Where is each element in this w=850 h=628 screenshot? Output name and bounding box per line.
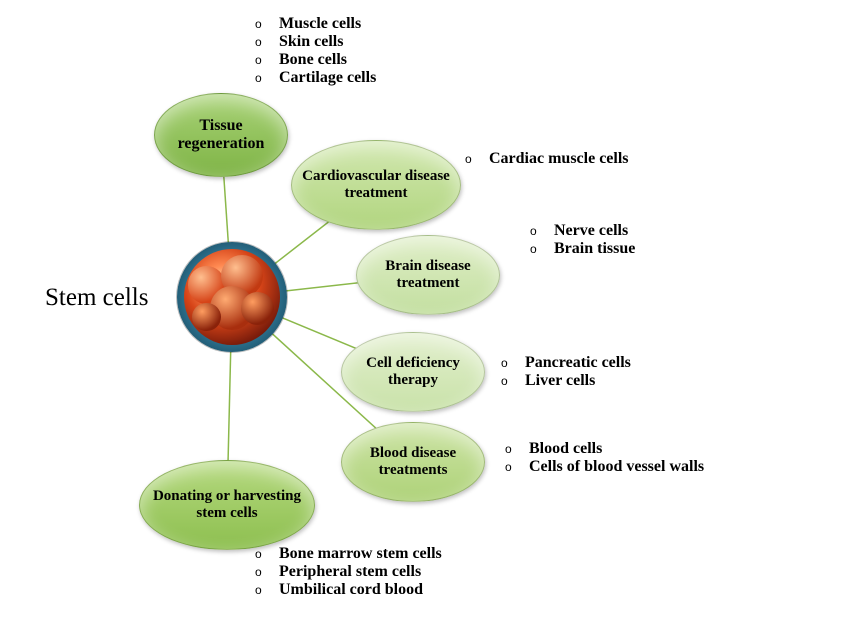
node-label: Donating or harvesting stem cells <box>146 488 308 523</box>
bullet-marker: o <box>255 35 265 49</box>
node-blood: Blood disease treatments <box>341 422 485 502</box>
bullet-line: o Cells of blood vessel walls <box>505 458 704 476</box>
bullet-marker: o <box>505 442 515 456</box>
bullet-marker: o <box>255 17 265 31</box>
bullet-line: o Blood cells <box>505 440 704 458</box>
bullet-marker: o <box>505 460 515 474</box>
bullet-line: o Peripheral stem cells <box>255 563 442 581</box>
bullet-text: Umbilical cord blood <box>279 581 423 599</box>
bullet-line: o Bone marrow stem cells <box>255 545 442 563</box>
bullet-marker: o <box>255 565 265 579</box>
bullet-marker: o <box>530 242 540 256</box>
bullet-marker: o <box>255 583 265 597</box>
bullet-text: Brain tissue <box>554 240 635 258</box>
bullet-line: o Skin cells <box>255 33 376 51</box>
node-donate: Donating or harvesting stem cells <box>139 460 315 550</box>
node-label: Cell deficiency therapy <box>348 355 478 390</box>
node-label: Blood disease treatments <box>348 445 478 480</box>
bullet-text: Blood cells <box>529 440 602 458</box>
bullets-celldef: o Pancreatic cells o Liver cells <box>501 354 631 390</box>
node-brain: Brain disease treatment <box>356 235 500 315</box>
bullet-marker: o <box>255 547 265 561</box>
node-label: Tissue regeneration <box>161 117 281 154</box>
bullet-line: o Muscle cells <box>255 15 376 33</box>
bullet-marker: o <box>255 71 265 85</box>
node-tissue: Tissue regeneration <box>154 93 288 177</box>
bullet-text: Pancreatic cells <box>525 354 631 372</box>
bullet-marker: o <box>255 53 265 67</box>
stem-cell-image <box>177 242 287 352</box>
bullet-marker: o <box>465 152 475 166</box>
bullets-brain: o Nerve cells o Brain tissue <box>530 222 635 258</box>
bullet-text: Bone cells <box>279 51 347 69</box>
bullet-text: Liver cells <box>525 372 595 390</box>
bullet-line: o Brain tissue <box>530 240 635 258</box>
bullet-line: o Pancreatic cells <box>501 354 631 372</box>
node-label: Cardiovascular disease treatment <box>298 168 454 203</box>
bullet-marker: o <box>501 374 511 388</box>
bullet-line: o Cardiac muscle cells <box>465 150 629 168</box>
node-cardio: Cardiovascular disease treatment <box>291 140 461 230</box>
bullet-text: Skin cells <box>279 33 343 51</box>
bullets-blood: o Blood cells o Cells of blood vessel walls <box>505 440 704 476</box>
stem-cell-bump <box>241 292 274 325</box>
bullet-line: o Nerve cells <box>530 222 635 240</box>
bullets-cardio: o Cardiac muscle cells <box>465 150 629 168</box>
diagram-canvas: Stem cells Tissue regeneration Cardiovasc… <box>0 0 850 628</box>
bullet-marker: o <box>501 356 511 370</box>
bullet-text: Cardiac muscle cells <box>489 150 629 168</box>
bullet-line: o Bone cells <box>255 51 376 69</box>
bullet-line: o Cartilage cells <box>255 69 376 87</box>
node-label: Brain disease treatment <box>363 258 493 293</box>
bullet-text: Bone marrow stem cells <box>279 545 442 563</box>
bullet-text: Cells of blood vessel walls <box>529 458 704 476</box>
bullets-tissue: o Muscle cells o Skin cells o Bone cells o Cart… <box>255 15 376 87</box>
bullet-text: Muscle cells <box>279 15 361 33</box>
node-celldef: Cell deficiency therapy <box>341 332 485 412</box>
bullets-donate: o Bone marrow stem cells o Peripheral stem … <box>255 545 442 599</box>
bullet-line: o Liver cells <box>501 372 631 390</box>
bullet-line: o Umbilical cord blood <box>255 581 442 599</box>
bullet-text: Nerve cells <box>554 222 628 240</box>
stem-cell-bump <box>192 303 221 332</box>
stem-cells-label: Stem cells <box>45 284 148 312</box>
bullet-text: Cartilage cells <box>279 69 376 87</box>
bullet-text: Peripheral stem cells <box>279 563 421 581</box>
bullet-marker: o <box>530 224 540 238</box>
